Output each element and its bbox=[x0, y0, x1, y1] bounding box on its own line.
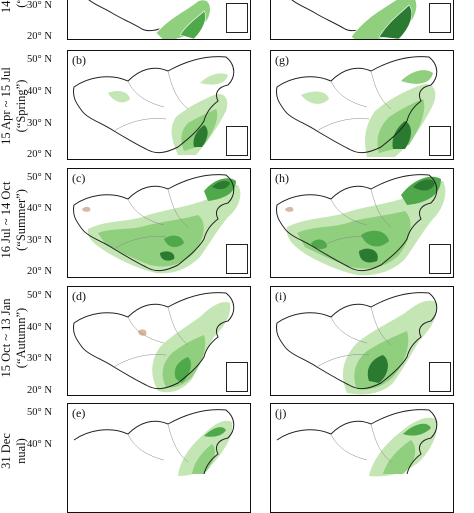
south-china-sea-inset bbox=[226, 3, 248, 33]
map-panel-j: (j) bbox=[270, 403, 454, 513]
row-label-line1: 14 Jan bbox=[0, 0, 14, 52]
south-china-sea-inset bbox=[226, 126, 248, 156]
map-panel-i: (i) bbox=[270, 286, 454, 396]
panel-label: (c) bbox=[71, 171, 87, 186]
lat-label: 20° N bbox=[27, 31, 52, 42]
south-china-sea-inset bbox=[429, 126, 451, 156]
map-panel-f bbox=[270, 0, 454, 40]
china-map bbox=[88, 0, 211, 39]
lat-label: 30° N bbox=[27, 0, 52, 11]
lat-label: 30° N bbox=[27, 235, 52, 246]
row-label-line1: 16 Jul ~ 14 Oct bbox=[0, 181, 13, 259]
china-map bbox=[73, 292, 235, 393]
china-map bbox=[276, 409, 438, 477]
lat-label: 50° N bbox=[27, 172, 52, 183]
row-label-line1: 15 Oct ~ 13 Jan bbox=[0, 298, 13, 378]
china-map bbox=[276, 174, 446, 276]
lat-label: 40° N bbox=[27, 322, 52, 333]
row-label-line1: 31 Dec bbox=[0, 433, 13, 469]
row-label-line1: 15 Apr ~ 15 Jul bbox=[0, 67, 13, 145]
lat-label: 30° N bbox=[27, 353, 52, 364]
lat-label: 20° N bbox=[27, 266, 52, 277]
map-panel-b: (b) bbox=[67, 50, 251, 160]
panel-label: (i) bbox=[274, 289, 288, 304]
lat-label: 50° N bbox=[27, 54, 52, 65]
map-panel-e: (e) bbox=[67, 403, 251, 513]
china-map bbox=[276, 292, 438, 395]
panel-label: (j) bbox=[274, 406, 288, 421]
row-label-summer: 16 Jul ~ 14 Oct (“Summer”) bbox=[0, 165, 29, 275]
south-china-sea-inset bbox=[429, 362, 451, 392]
china-map bbox=[291, 0, 417, 39]
lat-label: 20° N bbox=[27, 385, 52, 396]
china-map bbox=[276, 56, 438, 157]
lat-label: 40° N bbox=[27, 439, 52, 450]
row-label-annual: 31 Dec nual) bbox=[0, 396, 29, 506]
lat-label: 50° N bbox=[27, 407, 52, 418]
lat-label: 20° N bbox=[27, 149, 52, 160]
south-china-sea-inset bbox=[429, 244, 451, 274]
south-china-sea-inset bbox=[226, 244, 248, 274]
lat-label: 40° N bbox=[27, 203, 52, 214]
map-panel-h: (h) bbox=[270, 168, 454, 278]
panel-label: (d) bbox=[71, 289, 87, 304]
map-panel-g: (g) bbox=[270, 50, 454, 160]
south-china-sea-inset bbox=[226, 362, 248, 392]
row-label-line2: (“Spring”) bbox=[14, 79, 28, 133]
china-map bbox=[73, 56, 235, 155]
panel-label: (g) bbox=[274, 53, 290, 68]
lat-label: 50° N bbox=[27, 290, 52, 301]
lat-label: 30° N bbox=[27, 118, 52, 129]
row-label-autumn: 15 Oct ~ 13 Jan (“Autumn”) bbox=[0, 283, 29, 393]
panel-label: (b) bbox=[71, 53, 87, 68]
panel-label: (e) bbox=[71, 406, 87, 421]
south-china-sea-inset bbox=[429, 3, 451, 33]
row-label-winter: 14 Jan (“W bbox=[0, 0, 29, 52]
panel-label: (h) bbox=[274, 171, 290, 186]
map-panel-a bbox=[67, 0, 251, 40]
map-panel-d: (d) bbox=[67, 286, 251, 396]
china-map bbox=[73, 409, 235, 476]
map-panel-c: (c) bbox=[67, 168, 251, 278]
china-map bbox=[73, 174, 241, 274]
lat-label: 40° N bbox=[27, 86, 52, 97]
row-label-spring: 15 Apr ~ 15 Jul (“Spring”) bbox=[0, 51, 29, 161]
